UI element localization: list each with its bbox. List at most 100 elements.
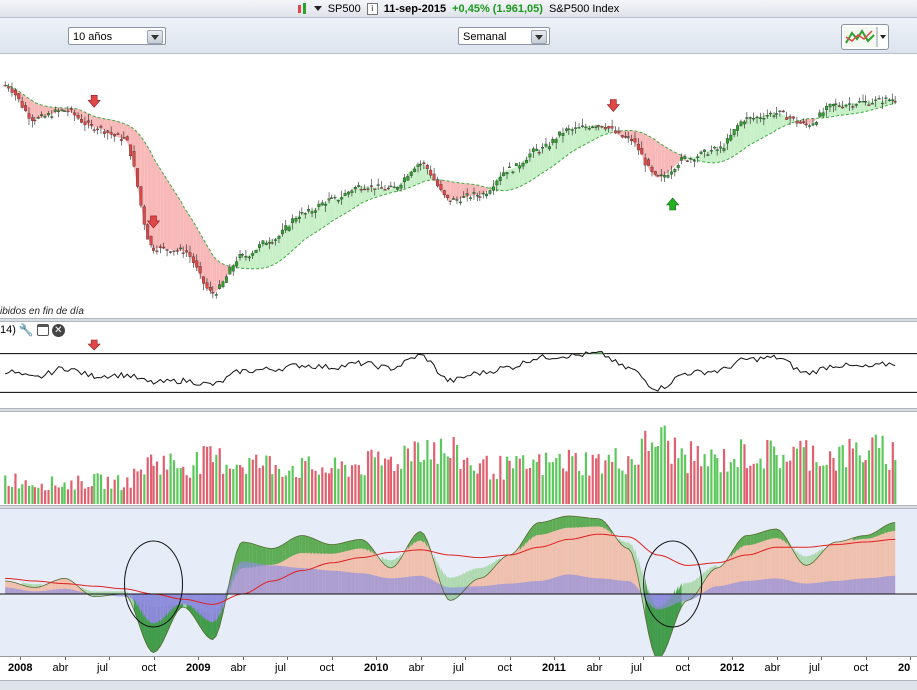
candle-body	[209, 287, 212, 290]
candle-body	[93, 130, 96, 131]
info-icon[interactable]: i	[367, 3, 378, 15]
volume-bar	[262, 466, 264, 504]
candle-body	[634, 139, 637, 143]
price-chart[interactable]	[0, 54, 917, 320]
chevron-down-icon[interactable]	[147, 30, 163, 44]
volume-bar	[637, 465, 639, 504]
volume-bar	[37, 488, 39, 504]
oscillator-secondary-area	[883, 576, 886, 594]
cloud-segment	[157, 164, 160, 249]
volume-bar	[61, 487, 63, 504]
oscillator-secondary-area	[523, 582, 526, 594]
oscillator-secondary-area	[579, 576, 582, 594]
candle-body	[690, 159, 693, 160]
volume-bar	[64, 482, 66, 504]
candle-body	[218, 285, 221, 289]
volume-bar	[120, 490, 122, 504]
volume-bar	[426, 440, 428, 504]
oscillator-secondary-area	[794, 582, 797, 594]
oscillator-secondary-area	[371, 575, 374, 594]
rsi-chart[interactable]	[0, 338, 917, 408]
volume-bar	[189, 478, 191, 504]
wrench-icon[interactable]: 🔧	[19, 323, 34, 337]
volume-bar	[489, 479, 491, 504]
oscillator-secondary-area	[256, 563, 259, 594]
candle-body	[360, 189, 363, 190]
oscillator-chart[interactable]	[0, 509, 917, 656]
oscillator-band	[767, 530, 770, 540]
period-select[interactable]: 10 años	[68, 27, 166, 45]
candle-body	[485, 194, 488, 196]
cloud-segment	[543, 147, 546, 173]
candle-body	[466, 194, 469, 195]
x-tick-mark	[376, 657, 377, 660]
volume-bar	[700, 466, 702, 504]
candle-body	[120, 139, 123, 140]
oscillator-secondary-area	[754, 580, 757, 594]
cloud-segment	[876, 101, 879, 109]
candle-body	[729, 135, 732, 140]
oscillator-secondary-area	[750, 581, 753, 594]
cloud-segment	[32, 101, 34, 119]
candle-body	[473, 192, 476, 193]
volume-bar	[242, 467, 244, 504]
interval-select[interactable]: Semanal	[458, 27, 550, 45]
candle-body	[874, 100, 877, 101]
chart-style-button[interactable]	[841, 24, 889, 50]
window-icon[interactable]	[37, 324, 49, 336]
symbol-dropdown-icon[interactable]	[314, 6, 322, 11]
candle-body	[571, 129, 574, 130]
candle-body	[482, 193, 485, 194]
volume-bar	[529, 468, 531, 504]
oscillator-secondary-area	[549, 578, 552, 594]
oscillator-secondary-area	[777, 578, 780, 594]
x-tick-mark	[154, 657, 155, 660]
candle-body	[686, 161, 689, 162]
candle-body	[525, 160, 528, 163]
volume-bar	[542, 475, 544, 504]
oscillator-secondary-area	[626, 581, 628, 594]
volume-bar	[799, 441, 801, 504]
close-icon[interactable]: ✕	[52, 324, 65, 337]
volume-bar	[298, 478, 300, 504]
candlestick-icon[interactable]	[298, 3, 308, 15]
cloud-segment	[708, 151, 711, 163]
oscillator-band	[893, 523, 895, 532]
oscillator-secondary-area	[338, 571, 341, 594]
cloud-segment	[537, 150, 539, 177]
cloud-segment	[767, 114, 770, 135]
oscillator-band	[148, 619, 151, 651]
volume-bar	[894, 460, 896, 504]
oscillator-secondary-area	[586, 577, 589, 594]
oscillator-secondary-area	[628, 581, 631, 594]
candle-body	[808, 126, 811, 127]
oscillator-band	[655, 605, 657, 656]
volume-bar	[163, 456, 165, 504]
volume-bar	[170, 454, 172, 504]
candle-body	[274, 240, 277, 241]
candle-body	[459, 202, 462, 203]
volume-bar	[91, 486, 93, 504]
candle-body	[779, 111, 782, 112]
volume-bar	[503, 480, 505, 504]
candle-body	[595, 127, 598, 128]
oscillator-secondary-area	[438, 583, 441, 594]
volume-bar	[70, 480, 72, 504]
panel-separator[interactable]	[0, 318, 917, 322]
candle-body	[21, 101, 24, 107]
volume-bar	[509, 461, 511, 504]
oscillator-secondary-area	[421, 576, 424, 594]
volume-bar	[559, 454, 561, 504]
oscillator-secondary-area	[326, 570, 329, 594]
candle-body	[769, 113, 772, 114]
volume-chart[interactable]	[0, 412, 917, 506]
oscillator-secondary-area	[572, 575, 575, 594]
volume-bar	[803, 447, 805, 504]
oscillator-secondary-area	[537, 581, 539, 594]
volume-bar	[384, 458, 386, 504]
cloud-segment	[701, 153, 704, 162]
chevron-down-icon[interactable]	[531, 30, 547, 44]
oscillator-band	[263, 547, 266, 566]
oscillator-band	[658, 605, 661, 656]
symbol-label[interactable]: SP500	[328, 3, 361, 15]
